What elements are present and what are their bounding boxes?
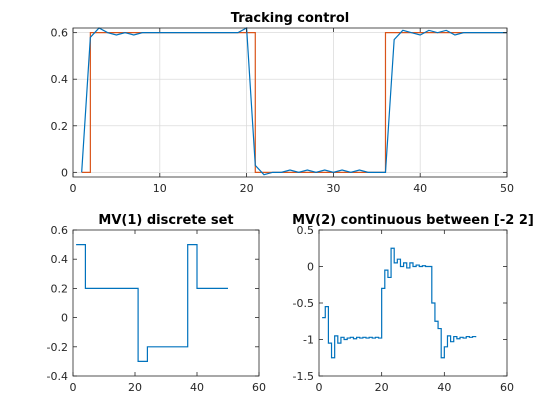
y-tick-label: 0.4 — [51, 253, 69, 266]
y-tick-label: -1.5 — [293, 370, 314, 383]
x-tick-label: 10 — [153, 182, 167, 195]
y-tick-label: -0.2 — [47, 341, 68, 354]
x-tick-label: 0 — [316, 381, 323, 394]
x-tick-label: 20 — [128, 381, 142, 394]
plot-area — [319, 230, 507, 376]
series-line-1 — [322, 247, 477, 359]
series-line-2 — [81, 27, 507, 176]
series-line-1 — [81, 32, 507, 173]
y-tick-label: 0 — [61, 312, 68, 325]
x-tick-label: 20 — [375, 381, 389, 394]
chart-1: 0 10 20 30 40 50 0 0.2 0.4 0.6 Tracking control — [51, 11, 515, 195]
y-tick-label: 0.6 — [51, 224, 69, 237]
x-tick-label: 40 — [437, 381, 451, 394]
x-tick-label: 0 — [70, 381, 77, 394]
x-tick-label: 0 — [70, 182, 77, 195]
chart-3: 0 20 40 60 -1.5 -1 -0.5 0 0.5MV(2) continuous be… — [292, 213, 534, 394]
x-tick-label: 30 — [326, 182, 340, 195]
plot-area — [73, 28, 507, 177]
x-tick-label: 40 — [413, 182, 427, 195]
x-tick-label: 40 — [190, 381, 204, 394]
chart-title: MV(1) discrete set — [98, 213, 233, 228]
y-tick-label: -0.4 — [47, 370, 68, 383]
x-tick-label: 20 — [240, 182, 254, 195]
x-tick-label: 50 — [500, 182, 514, 195]
y-tick-label: 0.2 — [51, 120, 69, 133]
chart-title: Tracking control — [231, 11, 349, 26]
plot-area — [73, 230, 259, 376]
x-tick-label: 60 — [500, 381, 514, 394]
axes-frame — [72, 229, 260, 377]
series-line-1 — [76, 244, 228, 362]
y-tick-label: -1 — [303, 334, 314, 347]
axes-frame — [72, 27, 508, 178]
x-tick-label: 60 — [252, 381, 266, 394]
y-tick-label: 0.5 — [297, 224, 315, 237]
y-tick-label: 0.2 — [51, 282, 69, 295]
y-tick-label: -0.5 — [293, 297, 314, 310]
chart-2: 0 20 40 60 -0.4 -0.2 0 0.2 0.4 0.6 MV(1) discrete … — [47, 213, 266, 394]
chart-title: MV(2) continuous between [-2 2] — [292, 213, 534, 228]
y-tick-label: 0.6 — [51, 27, 69, 40]
y-tick-label: 0 — [307, 261, 314, 274]
y-tick-label: 0 — [61, 166, 68, 179]
y-tick-label: 0.4 — [51, 73, 69, 86]
